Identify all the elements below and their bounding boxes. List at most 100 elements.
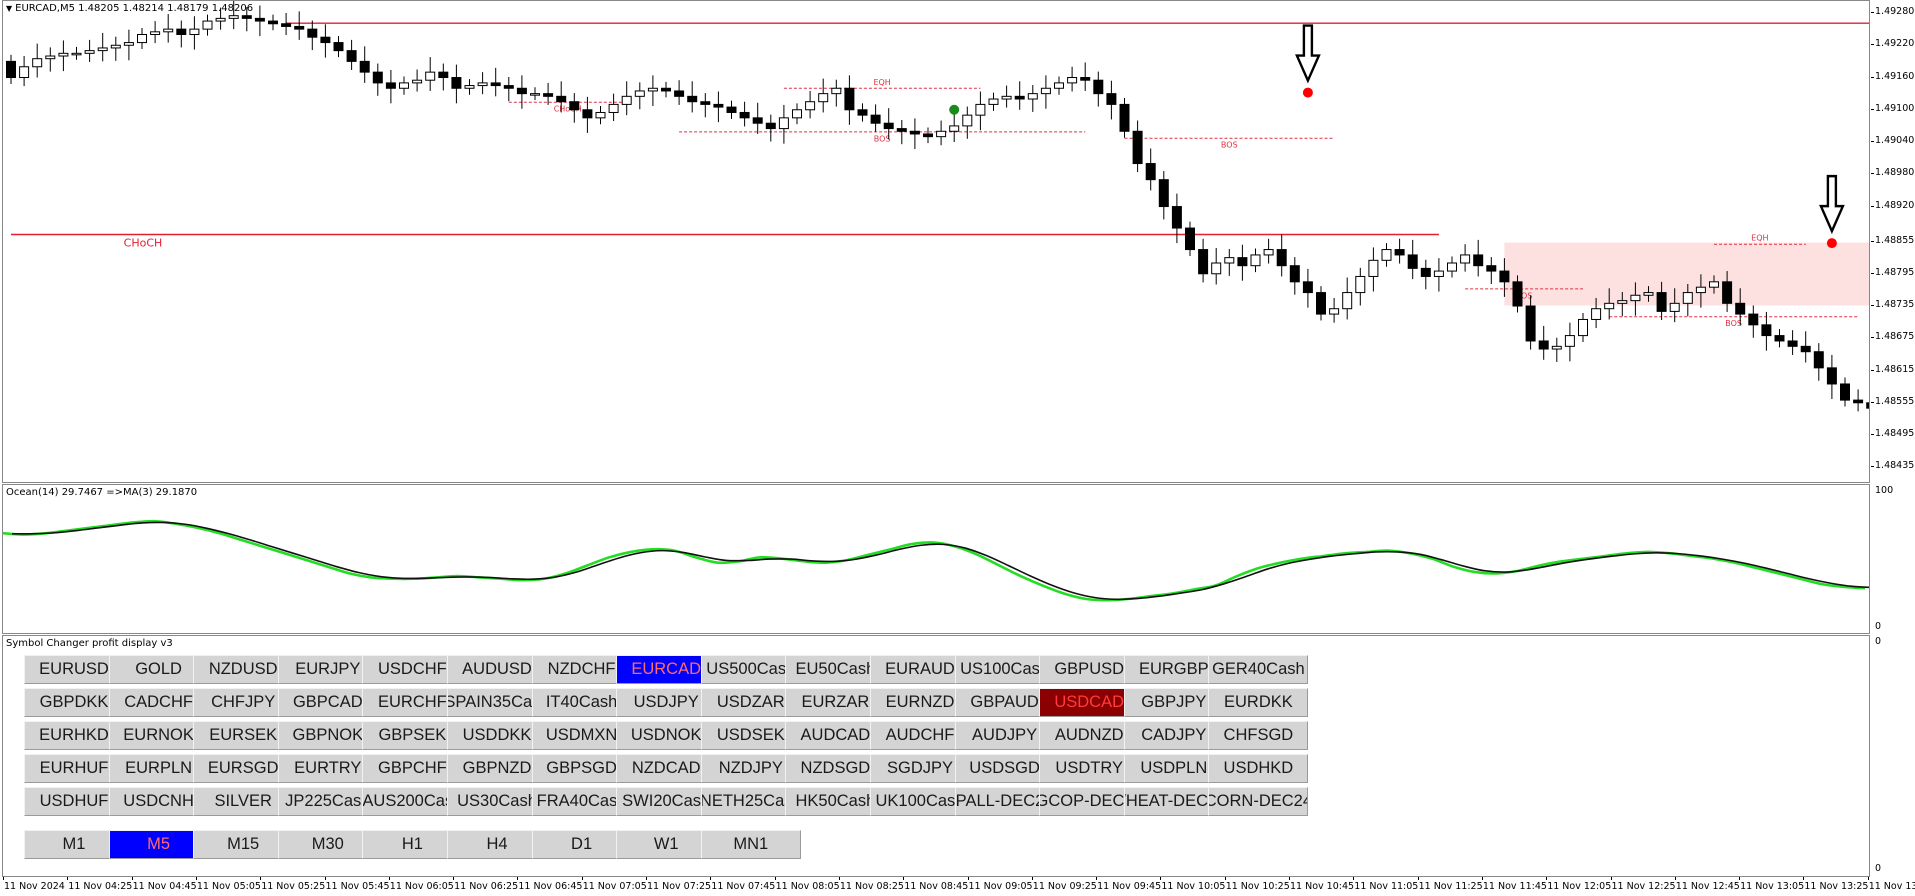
symbol-button-swi20cash[interactable]: SWI20Cash [616, 787, 717, 816]
candle [71, 46, 82, 60]
symbol-button-gbpnzd[interactable]: GBPNZD [447, 754, 547, 783]
symbol-button-corn-dec24[interactable]: CORN-DEC24 [1208, 787, 1309, 816]
symbol-button-eurcad[interactable]: EURCAD [616, 655, 717, 684]
symbol-button-usdzar[interactable]: USDZAR [700, 688, 801, 717]
symbol-button-eurhuf[interactable]: EURHUF [24, 754, 124, 783]
price-tick-mark [1871, 401, 1874, 403]
symbol-button-gbpnok[interactable]: GBPNOK [277, 721, 378, 750]
symbol-button-usdpln[interactable]: USDPLN [1123, 754, 1224, 783]
symbol-button-usdtry[interactable]: USDTRY [1039, 754, 1140, 783]
symbol-button-euraud[interactable]: EURAUD [870, 655, 970, 684]
symbol-button-us500cash[interactable]: US500Cash [700, 655, 801, 684]
symbol-button-eurzar[interactable]: EURZAR [785, 688, 886, 717]
symbol-button-us30cash[interactable]: US30Cash [447, 787, 547, 816]
symbol-button-eurtry[interactable]: EURTRY [277, 754, 378, 783]
symbol-button-audusd[interactable]: AUDUSD [447, 655, 547, 684]
symbol-button-gbpjpy[interactable]: GBPJPY [1123, 688, 1224, 717]
symbol-button-usdnok[interactable]: USDNOK [616, 721, 717, 750]
symbol-button-chfjpy[interactable]: CHFJPY [193, 688, 294, 717]
symbol-button-usdsgd[interactable]: USDSGD [954, 754, 1055, 783]
symbol-button-audnzd[interactable]: AUDNZD [1039, 721, 1140, 750]
time-tick-mark [1803, 877, 1805, 880]
symbol-button-audchf[interactable]: AUDCHF [870, 721, 970, 750]
oscillator-pane[interactable]: Ocean(14) 29.7467 =>MA(3) 29.1870 [2, 484, 1870, 634]
time-tick-mark [1867, 877, 1869, 880]
symbol-button-usdhuf[interactable]: USDHUF [24, 787, 124, 816]
symbol-button-gbpusd[interactable]: GBPUSD [1039, 655, 1140, 684]
symbol-button-gbpcad[interactable]: GBPCAD [277, 688, 378, 717]
symbol-button-gbpsek[interactable]: GBPSEK [362, 721, 463, 750]
symbol-button-gbpaud[interactable]: GBPAUD [954, 688, 1055, 717]
symbol-button-hk50cash[interactable]: HK50Cash [785, 787, 886, 816]
symbol-button--heat-dec24[interactable]: /HEAT-DEC24 [1123, 787, 1224, 816]
symbol-button-usdsek[interactable]: USDSEK [700, 721, 801, 750]
symbol-button-audcad[interactable]: AUDCAD [785, 721, 886, 750]
symbol-button-sgdjpy[interactable]: SGDJPY [870, 754, 970, 783]
timeframe-button-h4[interactable]: H4 [447, 830, 547, 859]
candle [1198, 238, 1209, 283]
symbol-button-eurchf[interactable]: EURCHF [362, 688, 463, 717]
candle [320, 24, 331, 58]
time-axis[interactable]: 11 Nov 2024 11 Nov 04:25 11 Nov 04:45 11 No… [0, 877, 1915, 896]
price-chart-pane[interactable]: CHoCHEQHCHoCHBOSBOSEQHBOSBOSBOS ▼EURCAD,… [2, 0, 1870, 483]
timeframe-button-m5[interactable]: M5 [108, 830, 209, 859]
symbol-button-usdmxn[interactable]: USDMXN [531, 721, 632, 750]
price-chart-canvas[interactable]: CHoCHEQHCHoCHBOSBOSEQHBOSBOSBOS [3, 1, 1870, 483]
symbol-button-eurnzd[interactable]: EURNZD [870, 688, 970, 717]
timeframe-button-m30[interactable]: M30 [277, 830, 378, 859]
chart-menu-triangle-icon[interactable]: ▼ [6, 4, 13, 13]
symbol-button-nzdusd[interactable]: NZDUSD [193, 655, 294, 684]
symbol-button-gbpsgd[interactable]: GBPSGD [531, 754, 632, 783]
symbol-button-cadchf[interactable]: CADCHF [108, 688, 209, 717]
candle [412, 69, 423, 92]
symbol-button-it40cash[interactable]: IT40Cash [531, 688, 632, 717]
symbol-button-eurgbp[interactable]: EURGBP [1123, 655, 1224, 684]
timeframe-button-w1[interactable]: W1 [616, 830, 717, 859]
symbol-button-eurjpy[interactable]: EURJPY [277, 655, 378, 684]
timeframe-button-d1[interactable]: D1 [531, 830, 632, 859]
symbol-button-gbpchf[interactable]: GBPCHF [362, 754, 463, 783]
timeframe-button-m15[interactable]: M15 [193, 830, 294, 859]
price-tick-label: 1.49160 [1875, 70, 1915, 82]
candle [608, 93, 619, 122]
structure-label-0: EQH [873, 78, 890, 87]
symbol-button-eurnok[interactable]: EURNOK [108, 721, 209, 750]
symbol-button-gbpdkk[interactable]: GBPDKK [24, 688, 124, 717]
symbol-button-eurusd[interactable]: EURUSD [24, 655, 124, 684]
symbol-button-audjpy[interactable]: AUDJPY [954, 721, 1055, 750]
symbol-button-eurpln[interactable]: EURPLN [108, 754, 209, 783]
price-tick-mark [1871, 141, 1874, 143]
candle [84, 39, 95, 62]
symbol-button-uk100cash[interactable]: UK100Cash [870, 787, 970, 816]
symbol-button-chfsgd[interactable]: CHFSGD [1208, 721, 1309, 750]
symbol-button-nzdjpy[interactable]: NZDJPY [700, 754, 801, 783]
symbol-button-usdhkd[interactable]: USDHKD [1208, 754, 1309, 783]
price-axis[interactable]: 1.49280 1.49220 1.49160 1.49100 1.49040 1.489… [1871, 0, 1915, 483]
symbol-button-aus200cash[interactable]: AUS200Cash [362, 787, 463, 816]
timeframe-button-mn1[interactable]: MN1 [700, 830, 801, 859]
candle [975, 91, 986, 131]
symbol-button-eurhkd[interactable]: EURHKD [24, 721, 124, 750]
timeframe-button-m1[interactable]: M1 [24, 830, 124, 859]
candle [857, 103, 868, 122]
symbol-button-usdcad[interactable]: USDCAD [1039, 688, 1140, 717]
symbol-button-usdchf[interactable]: USDCHF [362, 655, 463, 684]
symbol-button-nzdsgd[interactable]: NZDSGD [785, 754, 886, 783]
symbol-button-gold[interactable]: GOLD [108, 655, 209, 684]
symbol-button-silver[interactable]: SILVER [193, 787, 294, 816]
symbol-button-jp225cash[interactable]: JP225Cash [277, 787, 378, 816]
symbol-button-eu50cash[interactable]: EU50Cash [785, 655, 886, 684]
symbol-button-nzdchf[interactable]: NZDCHF [531, 655, 632, 684]
symbol-button-cadjpy[interactable]: CADJPY [1123, 721, 1224, 750]
oscillator-canvas[interactable] [3, 485, 1870, 634]
symbol-button-ger40cash[interactable]: GER40Cash [1208, 655, 1309, 684]
symbol-button-nzdcad[interactable]: NZDCAD [616, 754, 717, 783]
candle [464, 79, 475, 95]
symbol-button-fra40cash[interactable]: FRA40Cash [531, 787, 632, 816]
symbol-button-spain35cash[interactable]: SPAIN35Cash [447, 688, 547, 717]
symbol-button-usdcnh[interactable]: USDCNH [108, 787, 209, 816]
timeframe-button-h1[interactable]: H1 [362, 830, 463, 859]
symbol-button-eurdkk[interactable]: EURDKK [1208, 688, 1309, 717]
symbol-button-neth25cash[interactable]: NETH25Cash [700, 787, 801, 816]
symbol-button-gcop-dec24[interactable]: GCOP-DEC24 [1039, 787, 1140, 816]
